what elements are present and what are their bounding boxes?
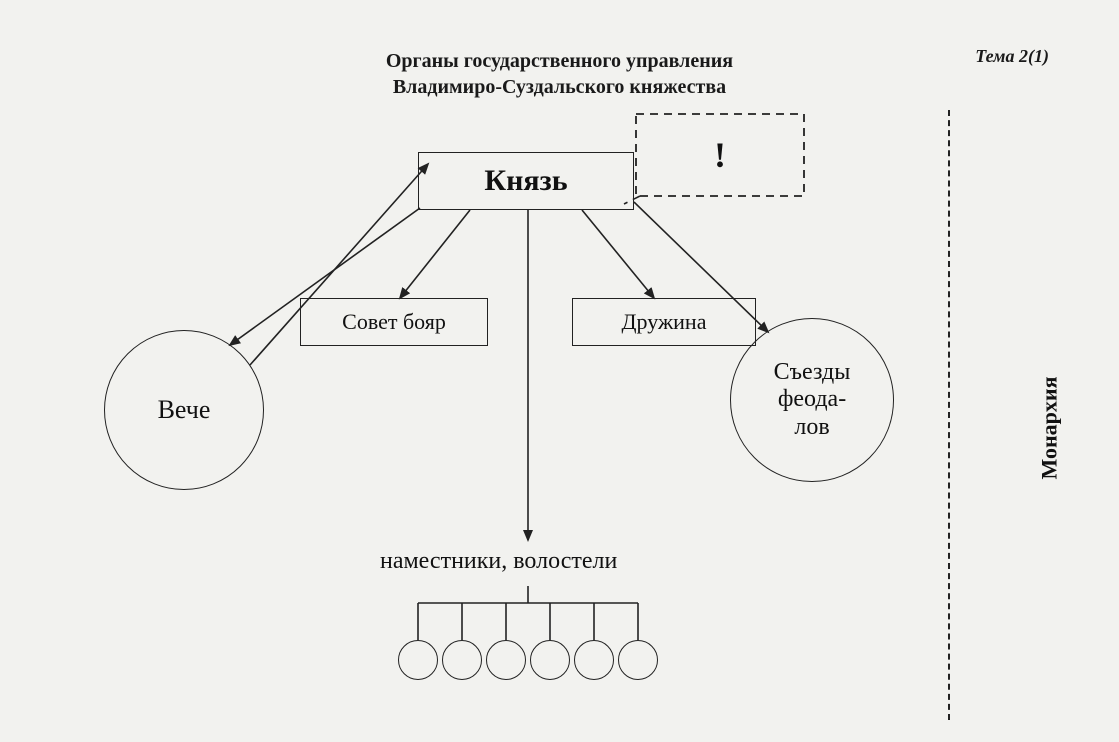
exclamation-mark-icon: ! xyxy=(714,134,726,176)
diagram-title-line1: Органы государственного управления xyxy=(0,48,1119,74)
side-label-text: Монархия xyxy=(1036,377,1061,480)
node-governors: наместники, волостели xyxy=(380,548,617,575)
node-feodal-congress: Съездыфеода-лов xyxy=(730,318,894,482)
diagram-title: Органы государственного управления Влади… xyxy=(0,48,1119,100)
node-prince: Князь xyxy=(418,152,634,210)
topic-label: Тема 2(1) xyxy=(975,46,1049,67)
small-circle xyxy=(530,640,570,680)
node-prince-label: Князь xyxy=(484,164,567,198)
node-boyar-council-label: Совет бояр xyxy=(342,309,446,335)
node-druzhina-label: Дружина xyxy=(622,309,707,335)
small-circle xyxy=(442,640,482,680)
node-exclamation: ! xyxy=(636,114,804,196)
small-circle xyxy=(486,640,526,680)
side-label-monarchy: Монархия xyxy=(1036,377,1062,480)
vertical-separator xyxy=(948,110,950,720)
small-circle xyxy=(574,640,614,680)
small-circle xyxy=(618,640,658,680)
node-governors-label: наместники, волостели xyxy=(380,548,617,574)
node-veche-label: Вече xyxy=(158,395,211,425)
node-feodal-congress-label: Съездыфеода-лов xyxy=(774,359,851,442)
small-circle xyxy=(398,640,438,680)
diagram-title-line2: Владимиро-Суздальского княжества xyxy=(0,74,1119,100)
node-boyar-council: Совет бояр xyxy=(300,298,488,346)
node-druzhina: Дружина xyxy=(572,298,756,346)
node-veche: Вече xyxy=(104,330,264,490)
